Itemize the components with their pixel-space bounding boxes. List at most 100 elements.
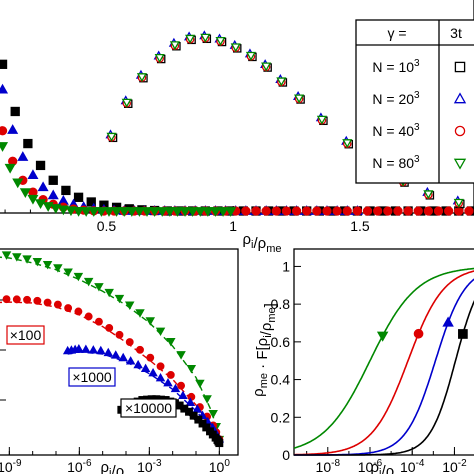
bl-data-point	[148, 367, 158, 377]
bl-data-point	[53, 300, 62, 309]
top-data-point	[133, 207, 145, 217]
top-hump-point	[136, 73, 148, 83]
bl-fit-line	[0, 256, 220, 443]
br-xtick-label: 10-6	[358, 458, 383, 474]
legend-entry-marker	[453, 92, 467, 104]
top-data-point	[403, 206, 413, 216]
bl-annotation-box	[6, 325, 45, 345]
top-data-point	[342, 206, 352, 216]
bl-data-point	[125, 356, 136, 365]
bl-data-point	[103, 347, 114, 357]
bottom-left-panel: 10-9 10-6 10-3 100 ρi/ρme ×100 ×1000 ×10000	[0, 248, 239, 474]
top-data-point	[291, 206, 302, 216]
top-data-point	[118, 207, 130, 217]
bl-data-point	[163, 378, 173, 387]
bl-data-point	[170, 383, 181, 393]
bl-data-point	[84, 312, 93, 321]
top-data-point	[164, 207, 176, 217]
top-data-point	[251, 206, 261, 216]
br-xtick-label: 10-8	[316, 458, 341, 474]
bl-data-point	[195, 379, 205, 389]
top-data-point	[4, 163, 16, 174]
top-data-point	[126, 207, 138, 217]
br-xtick-label: 10-2	[442, 458, 467, 474]
bl-xtick-label: 10-6	[67, 458, 92, 474]
top-data-point	[111, 207, 123, 217]
top-data-point	[423, 206, 434, 216]
top-data-point	[433, 206, 444, 216]
br-series	[294, 278, 474, 456]
bl-data-point	[88, 345, 99, 354]
top-data-point	[194, 207, 206, 217]
bl-data-point	[135, 309, 145, 318]
top-hump-point	[230, 43, 241, 53]
top-data-point	[241, 206, 251, 216]
bl-data-point	[146, 353, 155, 362]
top-data-point	[65, 206, 77, 217]
top-hump-point	[276, 77, 287, 87]
top-data-point	[209, 207, 221, 217]
br-curve	[294, 270, 474, 456]
top-data-point	[73, 206, 85, 217]
legend-entry-label: N = 803	[372, 154, 420, 171]
bl-data-point	[140, 363, 151, 373]
top-series	[0, 142, 237, 217]
br-ytick-label: 0.8	[271, 296, 291, 312]
top-data-point	[27, 169, 39, 180]
bl-data-point	[81, 344, 91, 353]
top-hump-point	[261, 62, 272, 72]
top-data-point	[17, 151, 29, 161]
bl-data-point	[23, 295, 32, 304]
top-data-point	[61, 185, 71, 196]
top-data-point	[217, 207, 229, 217]
top-hump-point	[185, 34, 196, 44]
br-series	[293, 267, 474, 449]
top-data-point	[7, 124, 19, 134]
top-data-point	[179, 207, 191, 217]
br-ytick-label: 0.6	[271, 334, 291, 350]
top-data-point	[35, 160, 46, 171]
bl-data-point	[94, 317, 103, 326]
bl-data-point	[104, 288, 114, 298]
top-data-point	[0, 142, 9, 152]
top-xlabel: ρi/ρme	[243, 231, 282, 255]
top-data-point	[50, 204, 62, 214]
br-ytick-label: 0.4	[271, 372, 291, 388]
br-ytick-label: 0	[282, 447, 290, 463]
br-series	[294, 270, 474, 456]
bl-data-point	[176, 351, 186, 360]
bl-data-point	[125, 338, 134, 347]
legend-header-3t: 3t	[450, 25, 462, 41]
top-data-point	[47, 189, 59, 200]
top-data-point	[302, 206, 312, 216]
br-curve	[294, 299, 474, 456]
bl-data-point	[2, 295, 11, 304]
bl-data-point	[155, 373, 166, 382]
top-data-point	[37, 181, 49, 192]
bl-data-point	[1, 251, 12, 260]
bl-xtick-label: 10-9	[0, 458, 22, 474]
legend-entry-marker	[454, 125, 466, 137]
bl-xlabel: ρi/ρme	[101, 459, 140, 474]
bl-data-point	[110, 350, 121, 359]
top-data-point	[35, 199, 47, 209]
top-hump-point	[200, 33, 211, 43]
br-xlabel: ρi/ρme	[371, 459, 410, 474]
bl-data-point	[114, 294, 125, 304]
top-data-point	[171, 207, 183, 217]
top-data-point	[88, 207, 100, 217]
top-data-point	[48, 175, 58, 185]
bl-data-point	[43, 298, 52, 307]
top-data-point	[261, 206, 271, 216]
top-data-point	[322, 206, 332, 216]
top-data-point	[383, 206, 393, 216]
top-data-point	[393, 206, 403, 216]
br-ytick-label: 1	[282, 258, 290, 274]
bl-data-point	[185, 397, 196, 406]
legend-box	[355, 19, 474, 184]
top-data-point	[86, 197, 96, 207]
bottom-right-panel: 0 0.2 0.4 0.6 0.8 1 10-8 10-6 10-4 10-2 ρi/ρme ρme …	[250, 248, 474, 474]
bl-data-point	[155, 327, 166, 337]
bl-series	[62, 344, 225, 443]
bl-data-point	[136, 345, 144, 354]
